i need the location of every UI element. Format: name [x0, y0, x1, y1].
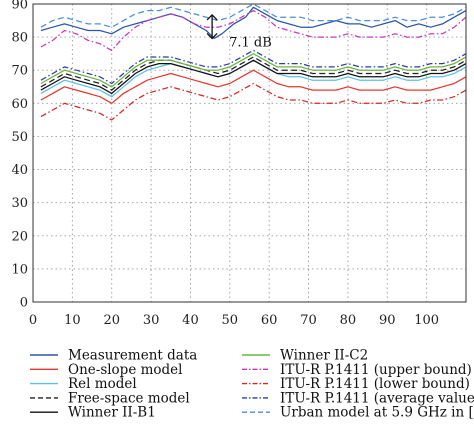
x-tick-label: 100: [414, 313, 439, 328]
y-tick-label: 40: [11, 163, 28, 178]
x-tick-labels: 0 10 20 30 40 50 60 70 80 90 100: [29, 313, 439, 328]
legend-label-10: Urban model at 5.9 GHz in [36]: [280, 405, 474, 421]
x-tick-label: 20: [103, 313, 120, 328]
y-tick-label: 10: [11, 262, 28, 277]
legend-label-5: Winner II-B1: [68, 405, 156, 421]
y-tick-label: 0: [20, 296, 28, 311]
series-line-2: [40, 69, 467, 104]
series-line-1: [40, 6, 467, 40]
legend-label-1: Measurement data: [68, 348, 197, 364]
x-tick-label: 30: [143, 313, 160, 328]
x-tick-label: 80: [340, 313, 357, 328]
annotation-label: 7.1 dB: [229, 35, 272, 50]
legend-label-3: Rel model: [68, 376, 137, 392]
x-tick-label: 90: [379, 313, 396, 328]
y-tick-label: 80: [11, 31, 28, 46]
plot-frame: [32, 3, 467, 303]
x-tick-label: 60: [261, 313, 278, 328]
series-line-10: [40, 3, 467, 28]
y-tick-label: 50: [11, 130, 28, 145]
legend-label-8: ITU-R P.1411 (lower bound): [280, 376, 470, 392]
series-line-8: [40, 82, 467, 121]
y-tick-label: 70: [11, 64, 28, 79]
series-line-6: [40, 53, 467, 88]
series-line-7: [40, 9, 467, 52]
annotation: 7.1 dB: [206, 14, 272, 50]
annotation-arrowhead-bottom: [206, 32, 218, 40]
annotation-arrowhead-top: [206, 14, 218, 21]
x-tick-label: 10: [64, 313, 81, 328]
y-tick-label: 30: [11, 196, 28, 211]
series-line-9: [40, 49, 467, 85]
legend-label-2: One-slope model: [68, 362, 183, 378]
legend-label-9: ITU-R P.1411 (average value): [280, 390, 474, 406]
series-line-4: [40, 56, 467, 91]
y-tick-labels: 0 10 20 30 40 50 60 70 80 90: [11, 0, 28, 311]
series-lines: [40, 3, 467, 121]
legend-label-6: Winner II-C2: [280, 348, 368, 364]
x-tick-label: 70: [300, 313, 317, 328]
x-tick-label: 40: [182, 313, 199, 328]
series-line-5: [40, 59, 467, 95]
legend-label-4: Free-space model: [68, 390, 190, 406]
grid: [33, 3, 466, 302]
y-tick-label: 60: [11, 97, 28, 112]
y-tick-label: 90: [11, 0, 28, 13]
legend-label-7: ITU-R P.1411 (upper bound): [280, 362, 472, 378]
x-tick-label: 50: [222, 313, 239, 328]
y-tick-label: 20: [11, 229, 28, 244]
x-tick-label: 0: [29, 313, 37, 328]
